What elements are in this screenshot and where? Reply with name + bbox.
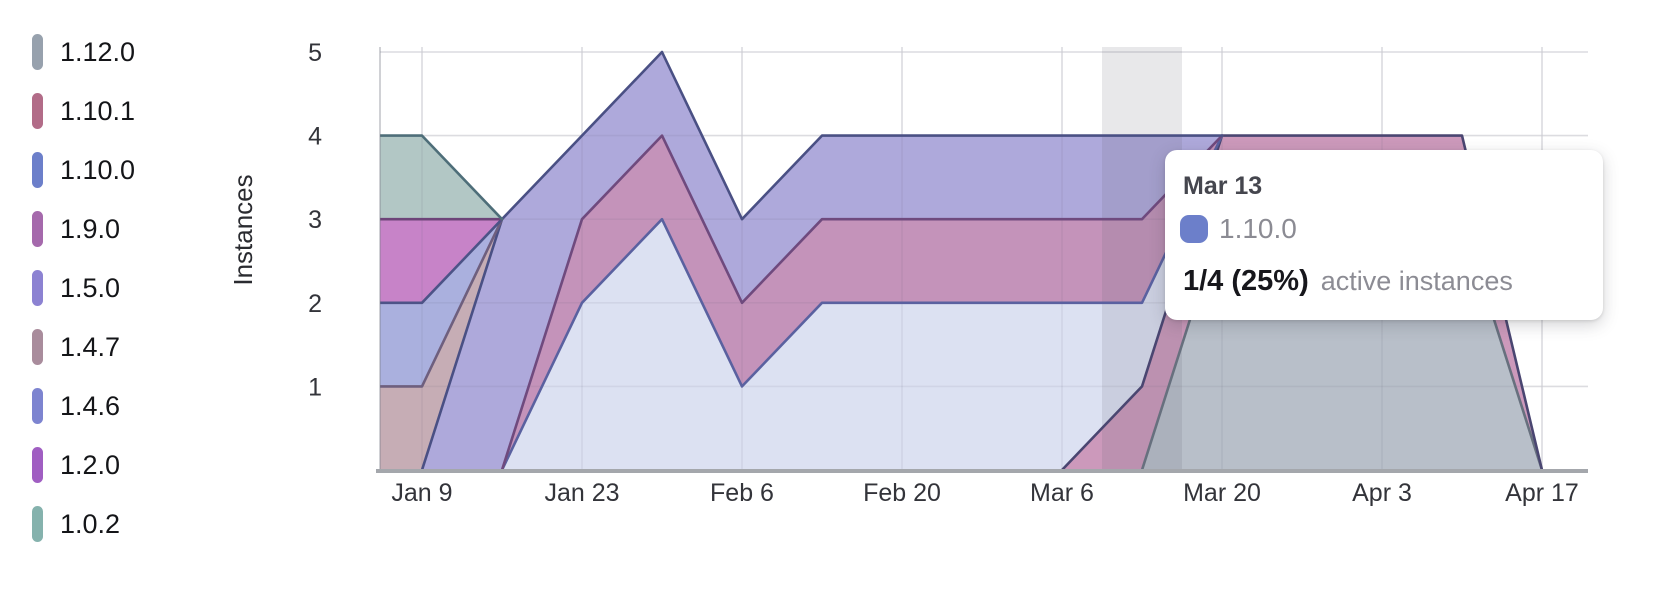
svg-text:3: 3 (308, 206, 322, 234)
svg-text:2: 2 (308, 290, 322, 318)
tooltip-caption: active instances (1320, 266, 1513, 296)
tooltip-date: Mar 13 (1183, 172, 1263, 200)
legend-swatch-icon (32, 506, 43, 542)
legend-label: 1.4.6 (60, 390, 121, 421)
svg-text:4: 4 (308, 123, 322, 151)
svg-text:Mar 20: Mar 20 (1183, 479, 1261, 507)
y-axis-ticks: 1 2 3 4 5 (308, 39, 322, 401)
legend-label: 1.4.7 (60, 331, 121, 362)
svg-text:Apr 17: Apr 17 (1505, 479, 1579, 507)
tooltip-series-swatch (1180, 215, 1208, 243)
svg-text:5: 5 (308, 39, 322, 67)
legend-item-1.5.0[interactable]: 1.5.0 (32, 270, 135, 306)
legend-label: 1.10.0 (60, 154, 136, 185)
legend-swatch-icon (32, 34, 43, 70)
legend-swatch-icon (32, 447, 43, 483)
legend-item-1.0.2[interactable]: 1.0.2 (32, 506, 135, 542)
svg-text:Jan 9: Jan 9 (391, 479, 452, 507)
legend-swatch-icon (32, 211, 43, 247)
y-axis-title: Instances (228, 174, 258, 285)
legend-item-1.9.0[interactable]: 1.9.0 (32, 211, 135, 247)
svg-text:Feb 6: Feb 6 (710, 479, 774, 507)
tooltip-value: 1/4 (25%) (1183, 265, 1309, 297)
legend-item-1.4.7[interactable]: 1.4.7 (32, 329, 135, 365)
legend-label: 1.2.0 (60, 449, 121, 480)
legend-swatch-icon (32, 388, 43, 424)
svg-text:Mar 6: Mar 6 (1030, 479, 1094, 507)
legend-item-1.10.1[interactable]: 1.10.1 (32, 93, 135, 129)
legend-label: 1.5.0 (60, 272, 121, 303)
chart-tooltip: Mar 13 1.10.0 1/4 (25%) active instances (1165, 150, 1603, 320)
svg-text:Feb 20: Feb 20 (863, 479, 941, 507)
tooltip-series-label: 1.10.0 (1219, 213, 1297, 244)
legend-swatch-icon (32, 93, 43, 129)
legend-label: 1.0.2 (60, 508, 121, 539)
x-axis-ticks: Jan 9 Jan 23 Feb 6 Feb 20 Mar 6 Mar 20 Apr 3 Ap… (391, 479, 1578, 507)
legend-label: 1.12.0 (60, 36, 136, 67)
legend-swatch-icon (32, 270, 43, 306)
legend-item-1.10.0[interactable]: 1.10.0 (32, 152, 135, 188)
svg-text:1: 1 (308, 373, 322, 401)
svg-text:Apr 3: Apr 3 (1352, 479, 1412, 507)
legend-item-1.12.0[interactable]: 1.12.0 (32, 34, 135, 70)
version-legend: 1.12.0 1.10.1 1.10.0 1.9.0 1.5.0 1.4.7 1.4.6 1.… (32, 34, 135, 565)
legend-item-1.4.6[interactable]: 1.4.6 (32, 388, 135, 424)
svg-text:Jan 23: Jan 23 (544, 479, 619, 507)
legend-item-1.2.0[interactable]: 1.2.0 (32, 447, 135, 483)
legend-swatch-icon (32, 329, 43, 365)
legend-swatch-icon (32, 152, 43, 188)
legend-label: 1.10.1 (60, 95, 136, 126)
legend-label: 1.9.0 (60, 213, 121, 244)
